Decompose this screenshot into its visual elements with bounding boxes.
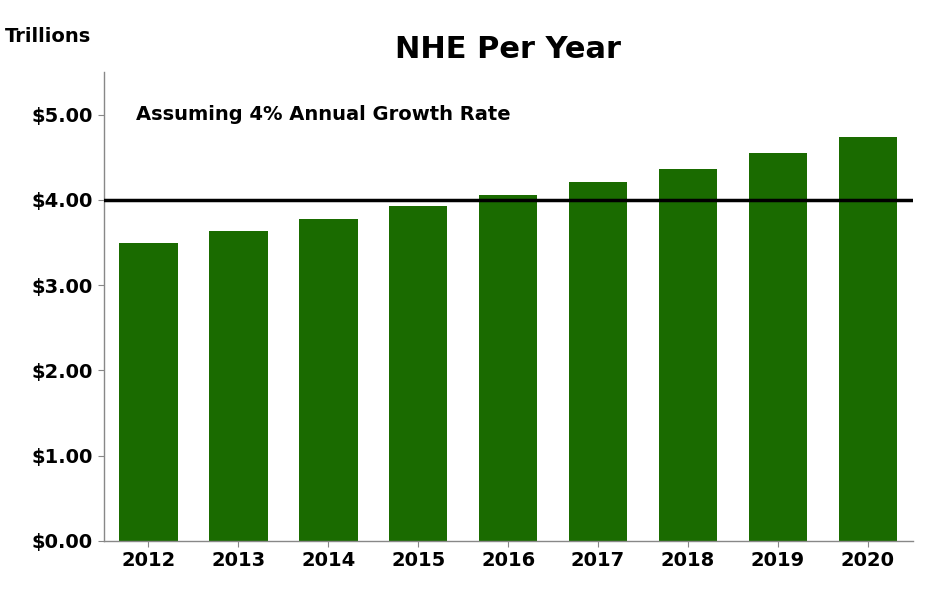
Bar — [389, 206, 448, 541]
Title: NHE Per Year: NHE Per Year — [395, 35, 621, 64]
Bar — [659, 169, 717, 541]
Text: Assuming 4% Annual Growth Rate: Assuming 4% Annual Growth Rate — [136, 105, 511, 124]
Bar — [209, 231, 267, 541]
Text: Trillions: Trillions — [5, 27, 91, 46]
Bar — [838, 137, 897, 541]
Bar — [120, 243, 178, 541]
Bar — [479, 195, 537, 541]
Bar — [749, 153, 807, 541]
Bar — [568, 182, 628, 541]
Bar — [299, 219, 358, 541]
